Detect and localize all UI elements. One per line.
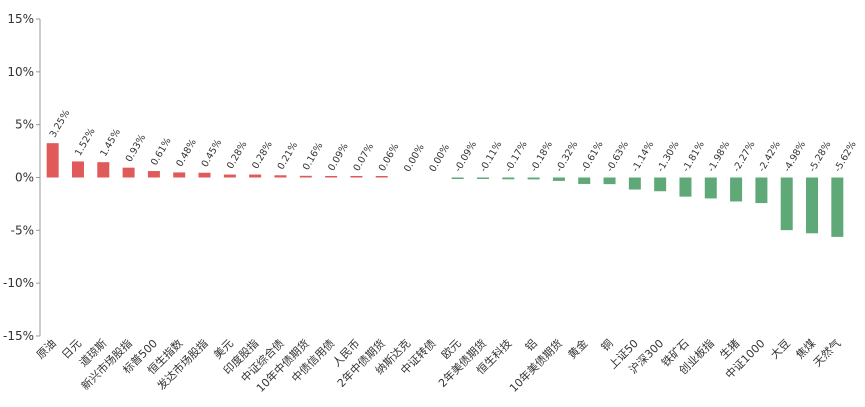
bar: [755, 177, 768, 204]
bar: [350, 176, 363, 178]
data-label: -2.42%: [756, 139, 782, 174]
data-label: 0.09%: [326, 141, 351, 173]
bars: [46, 143, 844, 237]
data-label: -0.09%: [453, 139, 479, 174]
data-label: 0.16%: [301, 141, 326, 173]
data-label: 0.07%: [351, 142, 376, 174]
bar: [476, 177, 489, 179]
data-label: 0.21%: [276, 140, 301, 172]
bar: [679, 177, 692, 197]
y-axis: 15% 10% 5% 0% -5% -10% -15%: [3, 12, 41, 343]
data-label: -1.14%: [630, 139, 656, 174]
data-labels: 3.25%1.52% 1.45% 0.93% 0.61% 0.48% 0.45% 0.28%…: [48, 108, 859, 174]
bar: [806, 177, 819, 234]
bar: [375, 176, 388, 178]
bar: [578, 177, 591, 184]
y-tick-label: 10%: [7, 65, 34, 79]
data-label: 0.28%: [225, 139, 250, 171]
bar: [527, 177, 540, 180]
bar: [46, 143, 59, 178]
data-label: -1.81%: [681, 139, 707, 174]
data-label: -5.62%: [832, 139, 858, 174]
data-label: -0.18%: [529, 139, 555, 174]
data-label: 0.28%: [250, 139, 275, 171]
bar: [97, 162, 110, 178]
bar: [451, 177, 464, 179]
bar: [173, 172, 186, 178]
y-tick-label: 15%: [7, 12, 34, 26]
data-label: -5.28%: [807, 139, 833, 174]
y-tick-label: -10%: [3, 276, 34, 290]
bar: [71, 161, 84, 178]
bar: [730, 177, 743, 202]
data-label: -1.30%: [655, 139, 681, 174]
x-tick-label: 铜: [598, 336, 616, 354]
data-label: 0.06%: [377, 142, 402, 174]
x-tick-label: 天然气: [810, 336, 843, 369]
bar: [502, 177, 515, 180]
bar: [299, 175, 312, 178]
bar: [628, 177, 641, 190]
data-label: -0.32%: [554, 139, 580, 174]
x-tick-label: 大豆: [767, 336, 792, 361]
bar: [325, 176, 338, 178]
bar: [704, 177, 717, 199]
y-tick-label: -15%: [3, 329, 34, 343]
bar: [552, 177, 565, 181]
data-label: -0.11%: [478, 139, 504, 174]
data-label: -0.61%: [579, 139, 605, 174]
data-label: 3.25%: [48, 108, 73, 140]
bar: [831, 177, 844, 237]
data-label: -0.17%: [503, 139, 529, 174]
data-label: -1.98%: [706, 139, 732, 174]
x-tick-label: 黄金: [565, 336, 590, 361]
bar: [122, 167, 135, 178]
y-tick-label: -5%: [11, 223, 34, 237]
bar: [654, 177, 667, 192]
x-tick-label: 原油: [33, 336, 58, 361]
data-label: 1.45%: [98, 127, 123, 159]
data-label: 0.93%: [124, 133, 149, 165]
data-label: 0.45%: [200, 138, 225, 170]
bar: [198, 172, 211, 178]
data-label: 1.52%: [73, 126, 98, 158]
data-label: 0.48%: [174, 137, 199, 169]
bar: [249, 174, 262, 178]
bar: [780, 177, 793, 231]
data-label: 0.00%: [402, 142, 427, 174]
bar: [274, 175, 287, 178]
data-label: 0.61%: [149, 136, 174, 168]
y-tick-label: 0%: [15, 171, 34, 185]
bar: [603, 177, 616, 185]
y-tick-label: 5%: [15, 118, 34, 132]
bar: [147, 171, 160, 178]
data-label: 0.00%: [427, 142, 452, 174]
data-label: -4.98%: [782, 139, 808, 174]
data-label: -2.27%: [731, 139, 757, 174]
x-tick-label: 铝: [522, 336, 540, 354]
data-label: -0.63%: [605, 139, 631, 174]
bar: [223, 174, 236, 178]
